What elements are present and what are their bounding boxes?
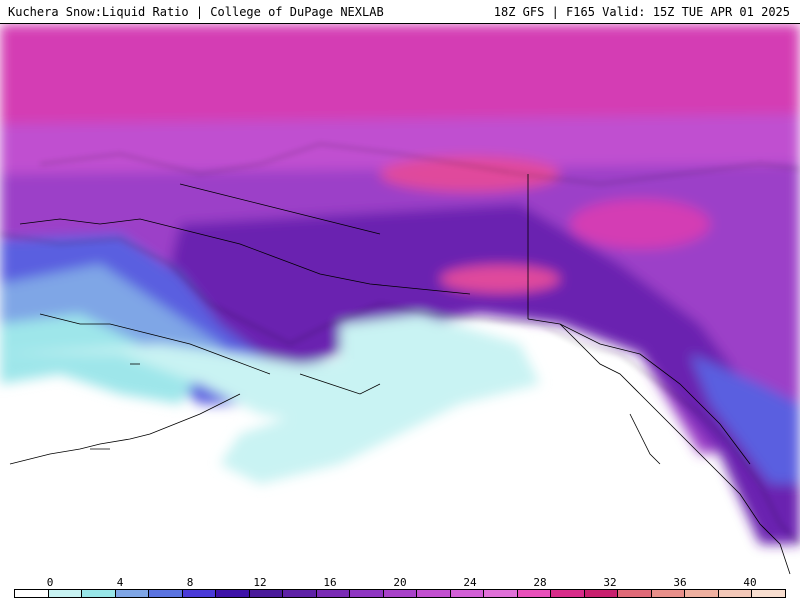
legend-swatch xyxy=(517,590,552,597)
legend-swatch xyxy=(383,590,418,597)
product-title: Kuchera Snow:Liquid Ratio | College of D… xyxy=(8,5,384,19)
legend-swatch xyxy=(417,590,451,597)
legend-swatch xyxy=(149,590,183,597)
legend-tick: 16 xyxy=(323,576,337,589)
legend-swatch xyxy=(216,590,250,597)
color-legend: 0 4 8 12 16 20 24 28 32 36 40 xyxy=(0,576,800,600)
map-header: Kuchera Snow:Liquid Ratio | College of D… xyxy=(0,0,800,24)
legend-color-bar xyxy=(14,589,786,598)
legend-swatch xyxy=(15,590,49,597)
southeast-blue-field xyxy=(690,354,800,484)
legend-swatch xyxy=(450,590,485,597)
legend-swatch xyxy=(752,590,785,597)
legend-tick: 0 xyxy=(46,576,54,589)
legend-swatch xyxy=(685,590,719,597)
legend-swatch xyxy=(283,590,317,597)
pink-hotspot-north xyxy=(380,156,560,192)
southeast-coastline xyxy=(559,323,791,575)
legend-swatch xyxy=(618,590,652,597)
legend-tick: 8 xyxy=(186,576,194,589)
legend-tick: 28 xyxy=(533,576,547,589)
coastlines xyxy=(0,143,800,545)
legend-swatch xyxy=(249,590,284,597)
legend-swatch xyxy=(551,590,585,597)
legend-swatch xyxy=(350,590,384,597)
legend-tick: 4 xyxy=(116,576,124,589)
legend-tick: 24 xyxy=(463,576,477,589)
pink-hotspot-east xyxy=(570,199,710,249)
gulf-light-cyan-field xyxy=(220,314,540,484)
southwest-cyan-field xyxy=(0,314,200,404)
legend-tick: 36 xyxy=(673,576,687,589)
legend-tick-labels: 0 4 8 12 16 20 24 28 32 36 40 xyxy=(0,576,800,589)
legend-swatch xyxy=(82,590,116,597)
interior-deep-purple xyxy=(170,204,800,544)
legend-swatch xyxy=(651,590,686,597)
legend-tick: 32 xyxy=(603,576,617,589)
legend-tick: 12 xyxy=(253,576,267,589)
legend-tick: 40 xyxy=(743,576,757,589)
legend-swatch xyxy=(48,590,83,597)
pink-hotspot-central xyxy=(440,265,560,293)
snow-ratio-map xyxy=(0,24,800,576)
legend-swatch xyxy=(115,590,150,597)
legend-swatch xyxy=(718,590,753,597)
model-valid-time: 18Z GFS | F165 Valid: 15Z TUE APR 01 202… xyxy=(493,5,790,19)
legend-tick: 20 xyxy=(393,576,407,589)
legend-swatch xyxy=(316,590,351,597)
aleutian-islands xyxy=(9,363,241,465)
legend-swatch xyxy=(584,590,619,597)
legend-swatch xyxy=(182,590,217,597)
legend-swatch xyxy=(484,590,518,597)
